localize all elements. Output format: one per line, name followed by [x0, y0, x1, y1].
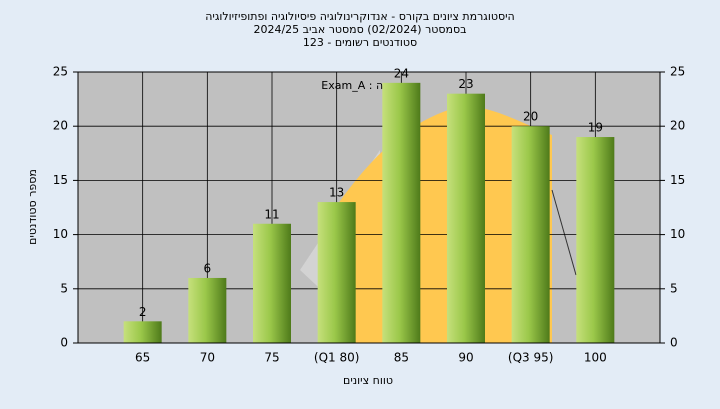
x-tick-label: 75: [264, 351, 279, 365]
data-label: 6: [204, 261, 212, 275]
y-tick-label: 15: [53, 173, 68, 187]
title-line: סטודנטים רשומים - 123: [303, 36, 417, 49]
y-tick-label: 0: [60, 336, 68, 350]
data-label: 24: [394, 66, 409, 80]
x-tick-label: 65: [135, 351, 150, 365]
y2-tick-label: 25: [670, 65, 685, 79]
x-tick-label: 70: [200, 351, 215, 365]
y2-tick-label: 5: [670, 281, 678, 295]
data-label: 11: [264, 207, 279, 221]
bar: [576, 137, 615, 343]
y-tick-label: 10: [53, 227, 68, 241]
y-tick-label: 25: [53, 65, 68, 79]
x-tick-label: 100: [584, 351, 607, 365]
bar: [188, 277, 227, 343]
y-tick-label: 5: [60, 281, 68, 295]
x-tick-label: (Q1 80): [314, 351, 360, 365]
bar: [447, 93, 485, 344]
x-tick-label: 85: [394, 351, 409, 365]
title-line: היסטוגרמת ציונים בקורס - אנדוקרינולוגיה …: [205, 10, 515, 23]
data-label: 2: [139, 305, 147, 319]
y2-tick-label: 10: [670, 227, 685, 241]
data-label: 20: [523, 110, 538, 124]
y2-tick-label: 20: [670, 119, 685, 133]
y2-tick-label: 0: [670, 336, 678, 350]
y-axis-label: מספר סטודנטים: [26, 169, 39, 245]
bar: [382, 82, 421, 343]
title-line: בסמסטר (02/2024) סמסטר אביב 2024/25: [253, 23, 466, 36]
plot-border: [77, 71, 661, 344]
x-tick-label: (Q3 95): [508, 351, 554, 365]
data-label: 13: [329, 186, 344, 200]
distribution-curve: [320, 105, 552, 343]
bar: [317, 202, 356, 343]
x-axis-label: טווח ציונים: [343, 374, 393, 387]
curve-line: [551, 189, 577, 276]
data-label: 23: [458, 77, 473, 91]
y-tick-label: 20: [53, 119, 68, 133]
x-tick-label: 90: [458, 351, 473, 365]
bar: [511, 126, 550, 343]
data-label: 19: [588, 121, 603, 135]
bar: [123, 321, 162, 343]
y2-tick-label: 15: [670, 173, 685, 187]
bar: [253, 223, 291, 343]
